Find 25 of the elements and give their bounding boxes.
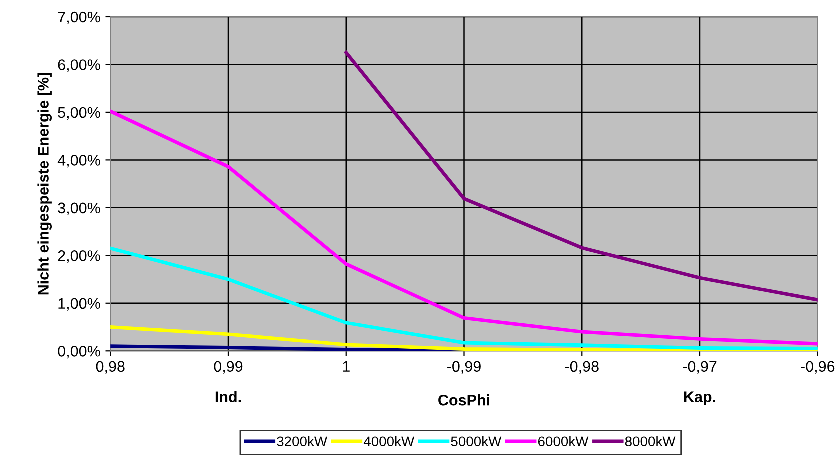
y-axis-title: Nicht eingespeiste Energie [%]: [38, 73, 52, 295]
legend-label: 4000kW: [364, 436, 415, 447]
legend-label: 8000kW: [625, 436, 676, 447]
y-tick-label: 6,00%: [58, 60, 100, 72]
y-tick-label: 1,00%: [58, 298, 100, 311]
legend-label: 5000kW: [451, 436, 502, 447]
legend-label: 3200kW: [277, 436, 328, 447]
x-tick-label: -0,98: [565, 361, 599, 374]
x-tick-label: -0,97: [683, 361, 717, 374]
y-tick-label: 4,00%: [58, 155, 100, 168]
text: Kap.: [684, 392, 716, 406]
y-tick-label: 2,00%: [58, 250, 100, 264]
y-tick-label: 0,00%: [58, 346, 100, 359]
text: Ind.: [216, 391, 242, 402]
x-tick-label: -0,96: [801, 361, 835, 374]
legend-label: 6000kW: [538, 436, 589, 447]
y-tick-label: 7,00%: [58, 12, 100, 24]
y-tick-label: 5,00%: [58, 107, 100, 120]
x-tick-label: 0,99: [214, 361, 243, 374]
x-axis-title: CosPhi: [438, 394, 490, 406]
x-tick-label: 0,98: [96, 361, 125, 374]
x-tick-label: 1: [343, 361, 350, 372]
x-tick-label: -0,99: [448, 361, 481, 374]
line-series: [344, 51, 818, 302]
y-tick-label: 3,00%: [58, 202, 100, 216]
